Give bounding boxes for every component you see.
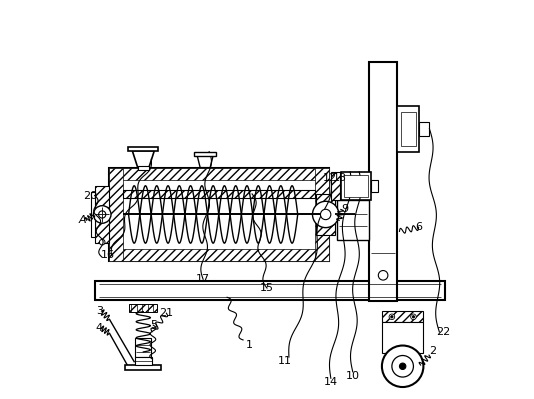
Circle shape bbox=[93, 206, 111, 223]
Text: 20: 20 bbox=[84, 190, 98, 201]
Text: 9: 9 bbox=[341, 204, 348, 215]
Bar bbox=[109, 168, 329, 261]
Bar bbox=[337, 201, 369, 240]
Circle shape bbox=[99, 211, 106, 218]
Bar bbox=[125, 365, 161, 370]
Bar bbox=[344, 175, 368, 198]
Text: 5: 5 bbox=[150, 320, 157, 330]
Text: 16: 16 bbox=[100, 250, 114, 261]
Text: 4: 4 bbox=[96, 323, 103, 333]
Circle shape bbox=[382, 346, 423, 387]
Circle shape bbox=[392, 356, 413, 377]
Text: 14: 14 bbox=[324, 377, 338, 387]
Bar bbox=[138, 166, 149, 170]
Text: A: A bbox=[79, 215, 87, 225]
Bar bbox=[109, 249, 329, 261]
Bar bbox=[371, 180, 378, 192]
Bar bbox=[91, 192, 96, 237]
Bar bbox=[316, 194, 335, 235]
Text: 15: 15 bbox=[260, 283, 274, 293]
Bar bbox=[96, 186, 109, 243]
Bar bbox=[382, 322, 423, 353]
Circle shape bbox=[320, 209, 331, 219]
Text: 22: 22 bbox=[436, 327, 451, 337]
Circle shape bbox=[412, 316, 414, 318]
Circle shape bbox=[312, 201, 339, 227]
Bar bbox=[400, 112, 416, 146]
Circle shape bbox=[389, 314, 395, 320]
Polygon shape bbox=[132, 151, 154, 168]
Circle shape bbox=[99, 239, 105, 245]
Circle shape bbox=[378, 271, 388, 280]
Bar bbox=[135, 357, 152, 365]
Text: 21: 21 bbox=[159, 308, 174, 318]
Text: 11: 11 bbox=[278, 356, 292, 366]
Text: 10: 10 bbox=[346, 371, 360, 381]
Circle shape bbox=[399, 363, 406, 369]
Bar bbox=[397, 106, 419, 152]
Bar bbox=[341, 172, 371, 201]
Bar bbox=[129, 304, 158, 312]
Text: 3: 3 bbox=[96, 306, 103, 316]
Bar bbox=[123, 190, 315, 198]
Circle shape bbox=[411, 314, 416, 320]
Polygon shape bbox=[197, 156, 213, 168]
Bar bbox=[194, 152, 216, 156]
Text: 12: 12 bbox=[323, 172, 337, 183]
Bar bbox=[96, 281, 445, 300]
Bar bbox=[331, 172, 340, 201]
Text: 6: 6 bbox=[415, 222, 422, 233]
Bar bbox=[128, 147, 158, 151]
Bar bbox=[109, 168, 123, 261]
Bar bbox=[419, 122, 429, 136]
Text: 17: 17 bbox=[196, 274, 210, 284]
Text: 13: 13 bbox=[333, 172, 347, 183]
Circle shape bbox=[391, 316, 393, 318]
Text: 2: 2 bbox=[429, 346, 437, 356]
Bar bbox=[109, 168, 329, 180]
Bar bbox=[315, 168, 329, 261]
Bar bbox=[382, 311, 423, 322]
Text: 1: 1 bbox=[246, 340, 253, 350]
Bar bbox=[135, 338, 151, 357]
Bar bbox=[369, 62, 397, 301]
